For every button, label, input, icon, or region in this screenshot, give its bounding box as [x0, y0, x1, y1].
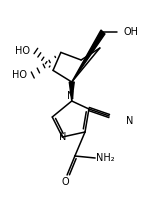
Text: N: N [67, 91, 75, 101]
Text: N: N [59, 132, 66, 142]
Text: OH: OH [123, 27, 138, 37]
Polygon shape [72, 30, 105, 82]
Text: HO: HO [12, 70, 27, 80]
Text: O: O [62, 177, 69, 187]
Text: N: N [126, 116, 133, 126]
Polygon shape [69, 82, 74, 101]
Text: HO: HO [15, 46, 30, 56]
Text: NH₂: NH₂ [96, 153, 115, 163]
